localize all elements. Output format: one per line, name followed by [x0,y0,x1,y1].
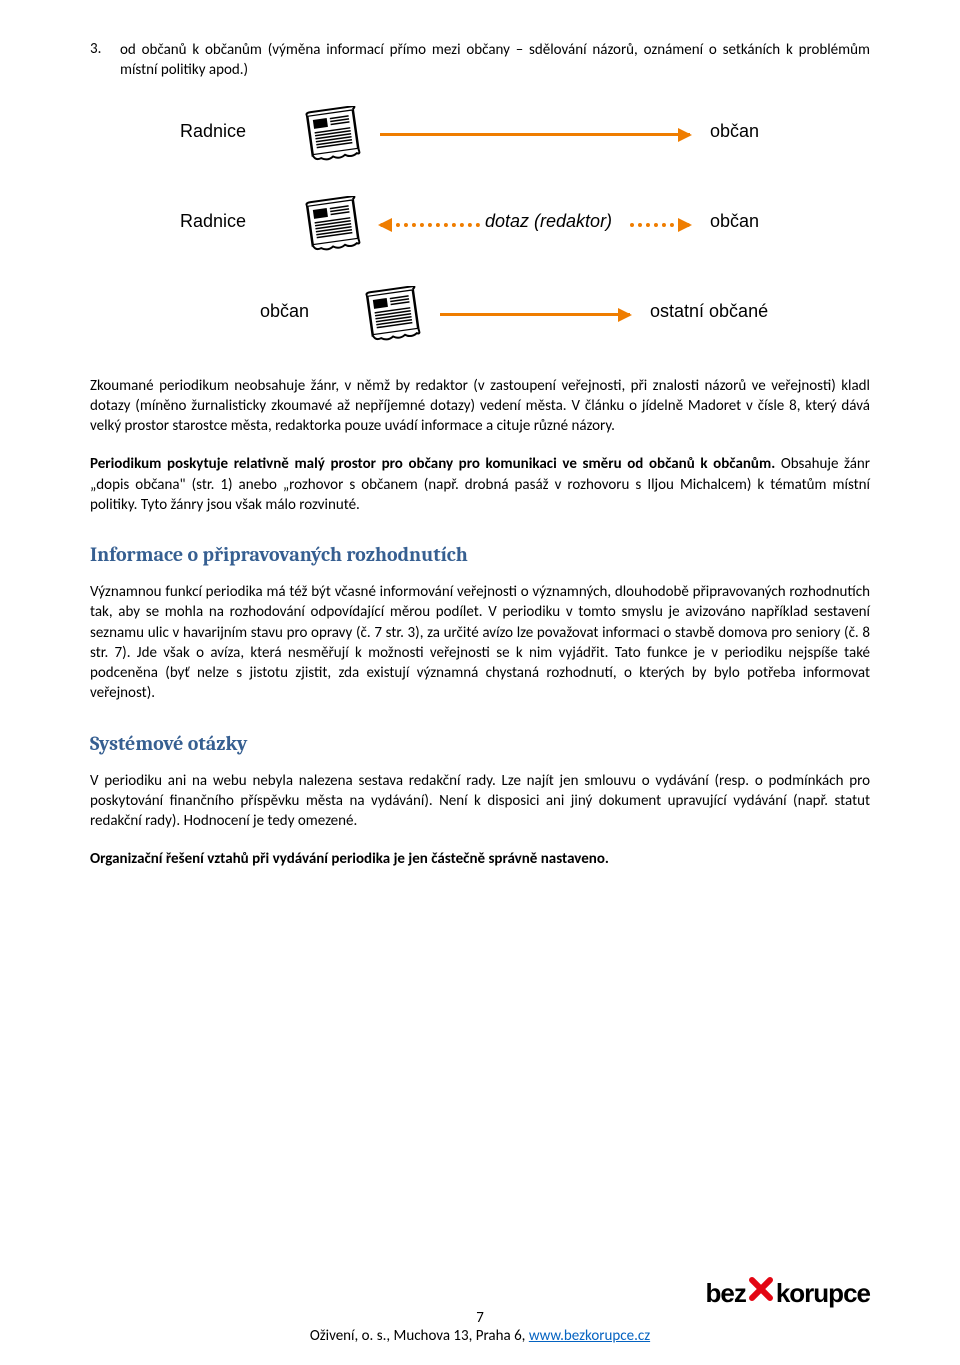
arrow-solid-icon [380,133,690,136]
diagram-label-dotaz: dotaz (redaktor) [485,211,612,232]
numbered-list-item: 3. od občanů k občanům (výměna informací… [90,40,870,81]
arrow-dashed-right-icon [630,223,690,227]
diagram-row-2: Radnice [170,191,790,261]
paragraph-3: Významnou funkcí periodika má též být vč… [90,582,870,704]
logo-bez: bez [706,1278,746,1309]
paragraph-5-bold: Organizační řešení vztahů při vydávání p… [90,849,870,869]
paragraph-4: V periodiku ani na webu nebyla nalezena … [90,771,870,832]
footer-org: Oživení, o. s., Muchova 13, Praha 6, [310,1327,529,1345]
logo-x-icon [748,1276,774,1310]
diagram-label-obcan: občan [710,211,759,232]
paragraph-2-bold: Periodikum poskytuje relativně malý pros… [90,455,775,473]
document-page: 3. od občanů k občanům (výměna informací… [0,0,960,1365]
logo-korupce: korupce [776,1278,870,1309]
page-footer: bez korupce 7 Oživení, o. s., Muchova 13… [90,1259,870,1345]
footer-link[interactable]: www.bezkorupce.cz [529,1327,650,1345]
page-number: 7 [90,1309,870,1327]
diagram-label-radnice: Radnice [180,211,246,232]
diagram-label-radnice: Radnice [180,121,246,142]
paragraph-2: Periodikum poskytuje relativně malý pros… [90,454,870,515]
footer-text: Oživení, o. s., Muchova 13, Praha 6, www… [90,1327,870,1345]
newspaper-icon [360,286,430,342]
heading-informace: Informace o připravovaných rozhodnutích [90,543,870,566]
newspaper-icon [300,106,370,162]
paragraph-1: Zkoumané periodikum neobsahuje žánr, v n… [90,376,870,437]
newspaper-icon [300,196,370,252]
diagram-label-obcan: občan [710,121,759,142]
diagram-row-3: občan [170,281,790,351]
diagram-label-obcan: občan [260,301,309,322]
arrow-solid-icon [440,313,630,316]
heading-systemove: Systémové otázky [90,732,870,755]
bezkorupce-logo: bez korupce [706,1276,871,1310]
diagram-label-ostatni: ostatní občané [650,301,768,322]
list-number: 3. [90,40,120,81]
list-text: od občanů k občanům (výměna informací př… [120,40,870,81]
arrow-dashed-left-icon [380,223,480,227]
diagram-row-1: Radnice [170,101,790,171]
communication-diagram: Radnice [170,101,790,351]
